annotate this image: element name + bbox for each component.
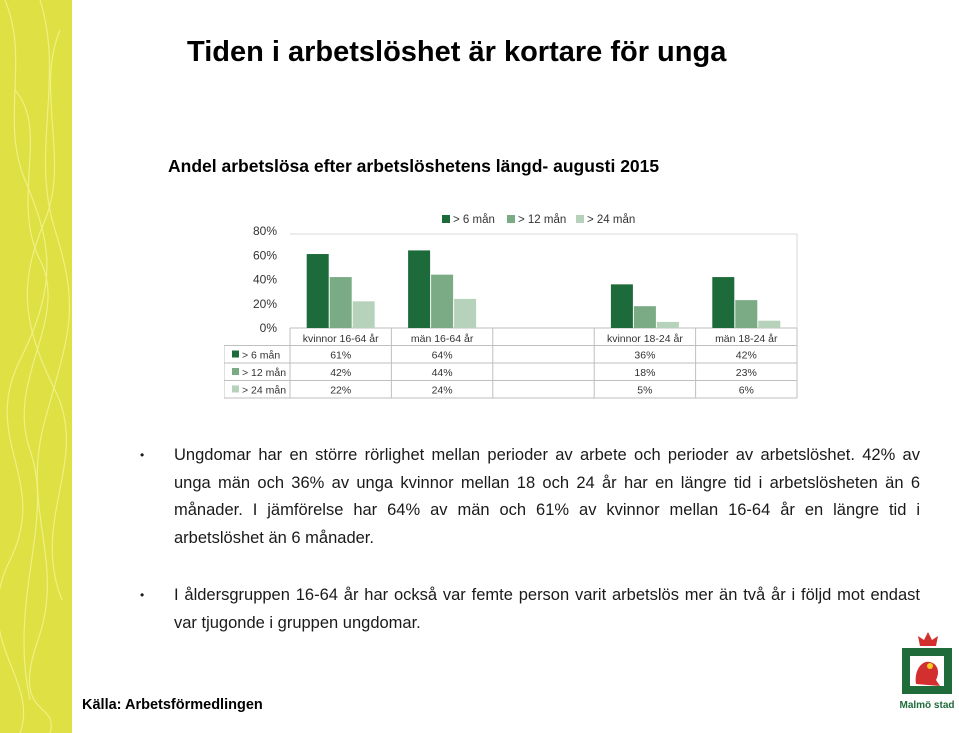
table-series-label: > 6 mån <box>242 350 280 362</box>
table-series-swatch <box>232 368 239 375</box>
table-series-swatch <box>232 385 239 393</box>
chart-bars <box>306 250 781 328</box>
legend-entry-label: > 24 mån <box>587 214 635 226</box>
bullet-dot-icon: • <box>140 588 145 602</box>
page-title: Tiden i arbetslöshet är kortare för unga <box>187 36 727 68</box>
bullet-text: Ungdomar har en större rörlighet mellan … <box>174 446 920 547</box>
table-value-label: 5% <box>637 385 652 397</box>
legend-swatch <box>442 215 450 223</box>
legend-swatch <box>507 215 515 223</box>
y-axis-ticks: 0% 20% 40% 60% 80% <box>253 224 277 335</box>
table-value-label: 64% <box>432 350 453 362</box>
table-series-label: > 24 mån <box>242 385 286 397</box>
chart-subtitle: Andel arbetslösa efter arbetslöshetens l… <box>168 156 660 176</box>
bar <box>735 300 758 328</box>
y-tick-label: 80% <box>253 224 277 238</box>
data-table: kvinnor 16-64 år män 16-64 år kvinnor 18-2… <box>224 328 798 399</box>
bar <box>431 274 454 328</box>
table-value-label: 18% <box>634 367 655 379</box>
source-note: Källa: Arbetsförmedlingen <box>82 697 263 713</box>
legend-entry-label: > 6 mån <box>453 214 495 226</box>
side-stripe <box>0 0 72 733</box>
table-value-label: 42% <box>736 350 757 362</box>
y-tick-label: 60% <box>253 248 277 262</box>
bullet-item: • Ungdomar har en större rörlighet mella… <box>140 442 920 552</box>
bar <box>758 320 781 328</box>
table-value-label: 42% <box>330 367 351 379</box>
x-category-label: kvinnor 16-64 år <box>303 333 379 345</box>
bar <box>610 284 633 328</box>
bar <box>712 277 735 328</box>
y-tick-label: 0% <box>260 321 278 335</box>
x-category-label: kvinnor 18-24 år <box>607 333 683 345</box>
malmo-stad-logo: Malmö stad <box>896 630 958 730</box>
griffin-logo-icon <box>902 632 952 694</box>
bar-chart: 0% 20% 40% 60% 80% > 6 mån > 12 mån > 24 mån k… <box>224 214 798 399</box>
y-tick-label: 40% <box>253 273 277 287</box>
table-series-swatch <box>232 350 239 358</box>
bar <box>656 321 679 328</box>
table-value-label: 61% <box>330 350 351 362</box>
bar <box>408 250 431 328</box>
table-value-label: 23% <box>736 367 757 379</box>
legend-entry-label: > 12 mån <box>518 214 566 226</box>
x-category-label: män 18-24 år <box>715 333 778 345</box>
bar <box>454 298 477 328</box>
bar <box>329 277 352 328</box>
table-value-label: 36% <box>634 350 655 362</box>
bullet-item: • I åldersgruppen 16-64 år har också var… <box>140 582 920 637</box>
table-value-label: 22% <box>330 385 351 397</box>
logo-text: Malmö stad <box>899 700 955 711</box>
bullet-dot-icon: • <box>140 448 145 462</box>
table-value-label: 6% <box>739 385 754 397</box>
chart-legend: > 6 mån > 12 mån > 24 mån <box>442 214 635 226</box>
y-tick-label: 20% <box>253 297 277 311</box>
bar <box>633 306 656 328</box>
bullet-text: I åldersgruppen 16-64 år har också var f… <box>174 586 920 632</box>
bar <box>352 301 375 328</box>
x-category-label: män 16-64 år <box>411 333 474 345</box>
bar <box>306 254 329 328</box>
table-value-label: 24% <box>432 385 453 397</box>
table-value-label: 44% <box>432 367 453 379</box>
bullet-list: • Ungdomar har en större rörlighet mella… <box>140 442 920 637</box>
stripe-pattern <box>0 0 71 733</box>
legend-swatch <box>576 215 584 223</box>
table-series-label: > 12 mån <box>242 367 286 379</box>
